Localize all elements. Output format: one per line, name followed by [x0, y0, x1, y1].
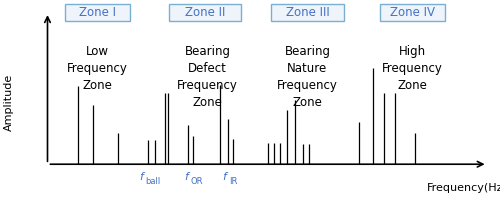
Text: Low
Frequency
Zone: Low Frequency Zone: [67, 45, 128, 92]
FancyBboxPatch shape: [271, 4, 344, 21]
Text: Amplitude: Amplitude: [4, 73, 14, 131]
Text: Frequency(Hz): Frequency(Hz): [427, 183, 500, 193]
Text: f: f: [139, 172, 143, 182]
Text: OR: OR: [190, 177, 203, 186]
Text: IR: IR: [229, 177, 237, 186]
Text: Zone III: Zone III: [286, 6, 330, 19]
FancyBboxPatch shape: [65, 4, 130, 21]
Text: Zone I: Zone I: [79, 6, 116, 19]
Text: Zone II: Zone II: [185, 6, 225, 19]
FancyBboxPatch shape: [380, 4, 445, 21]
FancyBboxPatch shape: [168, 4, 241, 21]
Text: Bearing
Defect
Frequency
Zone: Bearing Defect Frequency Zone: [177, 45, 238, 109]
Text: Bearing
Nature
Frequency
Zone: Bearing Nature Frequency Zone: [277, 45, 338, 109]
Text: High
Frequency
Zone: High Frequency Zone: [382, 45, 443, 92]
Text: Zone IV: Zone IV: [390, 6, 435, 19]
Text: f: f: [222, 172, 226, 182]
Text: ball: ball: [146, 177, 161, 186]
Text: f: f: [184, 172, 188, 182]
